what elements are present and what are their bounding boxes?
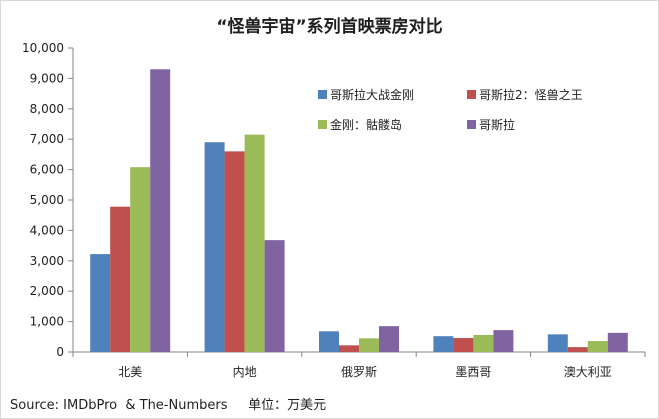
y-tick-label: 7,000 — [30, 132, 64, 146]
y-tick-label: 4,000 — [30, 223, 64, 237]
bar — [224, 151, 245, 352]
bar — [473, 334, 494, 352]
y-tick-label: 8,000 — [30, 102, 64, 116]
y-tick-label: 10,000 — [22, 41, 64, 55]
y-tick-label: 6,000 — [30, 163, 64, 177]
bar — [379, 326, 399, 352]
legend-swatch — [467, 120, 476, 129]
bar — [130, 167, 151, 352]
bar — [359, 338, 379, 352]
legend-label: 哥斯拉 — [479, 117, 515, 132]
y-tick-label: 3,000 — [30, 254, 64, 268]
chart-title: “怪兽宇宙”系列首映票房对比 — [216, 17, 443, 37]
legend-label: 哥斯拉2：怪兽之王 — [479, 87, 583, 102]
bar — [547, 334, 568, 352]
y-tick-label: 0 — [56, 345, 64, 359]
y-tick-label: 2,000 — [30, 284, 64, 298]
bar — [453, 338, 474, 352]
source-note: Source: IMDbPro & The-Numbers 单位：万美元 — [10, 398, 327, 413]
category-label: 澳大利亚 — [564, 365, 612, 379]
y-tick-label: 1,000 — [30, 315, 64, 329]
legend-swatch — [467, 90, 476, 99]
bar — [319, 331, 339, 352]
bar — [150, 69, 171, 352]
bar — [433, 336, 454, 352]
legend-swatch — [318, 90, 327, 99]
bar — [587, 341, 608, 352]
bar — [244, 134, 265, 352]
y-tick-label: 9,000 — [30, 71, 64, 85]
y-tick-label: 5,000 — [30, 193, 64, 207]
bar — [607, 332, 628, 352]
bar — [110, 206, 131, 352]
bar — [493, 330, 514, 352]
legend-label: 哥斯拉大战金刚 — [330, 87, 414, 102]
category-label: 北美 — [118, 365, 142, 379]
bar — [90, 254, 111, 352]
category-label: 墨西哥 — [455, 365, 491, 379]
bar — [264, 240, 285, 352]
bar — [567, 347, 588, 352]
legend-label: 金刚：骷髅岛 — [330, 117, 402, 132]
bar — [339, 345, 359, 352]
legend-swatch — [318, 120, 327, 129]
category-label: 内地 — [233, 365, 257, 379]
category-label: 俄罗斯 — [341, 365, 377, 379]
bar — [204, 142, 225, 352]
